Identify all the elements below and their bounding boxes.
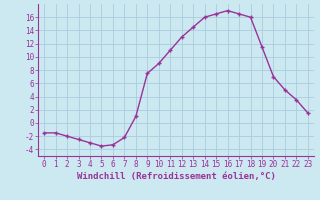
X-axis label: Windchill (Refroidissement éolien,°C): Windchill (Refroidissement éolien,°C) (76, 172, 276, 181)
